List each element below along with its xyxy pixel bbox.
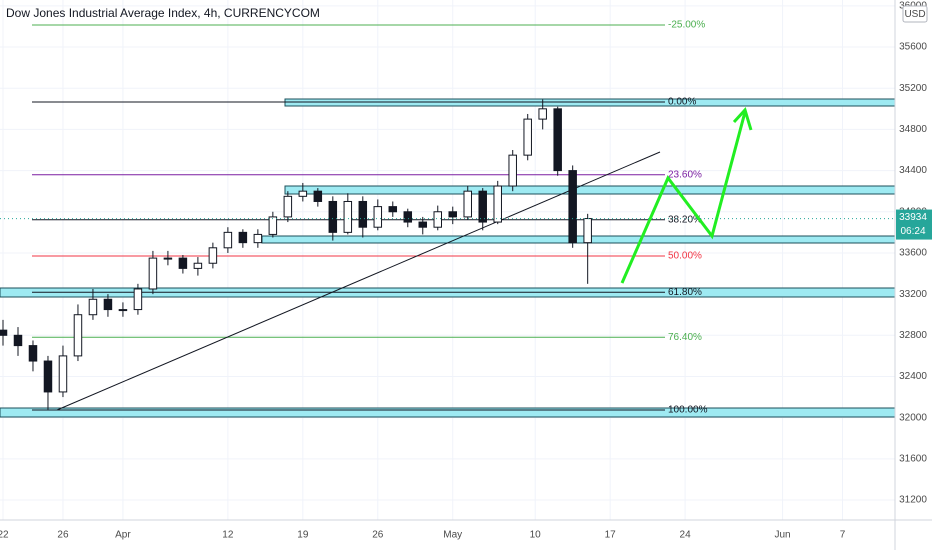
timer-label: 06:24	[900, 226, 925, 237]
candle-body	[328, 200, 338, 233]
candle-body	[313, 190, 323, 202]
candle-body	[373, 206, 383, 228]
candle-body	[103, 298, 113, 311]
x-tick-label: 24	[680, 530, 692, 541]
candle-body	[208, 247, 218, 264]
currency: USD	[904, 9, 925, 20]
y-tick-label: 31200	[899, 495, 927, 506]
candle-body	[223, 231, 233, 249]
chart-title: Dow Jones Industrial Average Index, 4h, …	[6, 6, 320, 20]
candle-body	[553, 108, 562, 172]
projection-arrow	[620, 111, 747, 284]
zone	[0, 407, 896, 418]
candle-body	[178, 257, 188, 269]
trend-line	[56, 151, 661, 411]
candle-body	[388, 206, 398, 213]
candle-body	[403, 211, 413, 223]
x-tick-label: Apr	[115, 530, 131, 541]
candle-body	[58, 355, 68, 393]
y-tick-label: 35600	[899, 42, 927, 53]
candle-body	[463, 190, 472, 218]
y-tick-label: 33600	[899, 248, 927, 259]
last-price-box	[896, 209, 932, 240]
candle-body	[13, 334, 23, 347]
x-tick-label: May	[443, 530, 462, 541]
candle-body	[343, 200, 353, 233]
y-tick-label: 33200	[899, 289, 927, 300]
x-tick-label: 17	[605, 530, 617, 541]
y-tick-label: 31600	[899, 453, 927, 464]
candles	[0, 99, 592, 410]
fib-label: 50.00%	[668, 251, 702, 262]
candle-body	[73, 314, 83, 357]
candle-body	[583, 218, 592, 244]
candle-body	[283, 195, 293, 218]
candle-body	[478, 190, 487, 223]
y-tick-label: 35200	[899, 83, 927, 94]
fib-label: -25.00%	[668, 20, 705, 31]
candle-body	[88, 298, 98, 316]
candle-body	[193, 262, 203, 269]
fib-label: 0.00%	[668, 97, 696, 108]
candle-body	[433, 211, 443, 228]
x-tick-label: 10	[530, 530, 542, 541]
x-tick-label: 7	[840, 530, 846, 541]
y-tick-label: 34400	[899, 165, 927, 176]
candle-body	[28, 345, 38, 362]
candle-body	[508, 154, 517, 187]
candle-body	[238, 231, 248, 244]
fib-label: 23.60%	[668, 169, 702, 180]
x-tick-label: 22	[0, 530, 9, 541]
fib-label: 38.20%	[668, 214, 702, 225]
x-tick-label: 26	[57, 530, 69, 541]
last-price-label: 33934	[899, 212, 927, 223]
candle-body	[448, 211, 457, 218]
currency-box	[902, 5, 928, 23]
fib-label: 76.40%	[668, 332, 702, 343]
candle-body	[133, 288, 143, 311]
candle-body	[253, 233, 263, 244]
candle-body	[268, 216, 278, 235]
fib-label: 100.00%	[668, 405, 708, 416]
arrow-head	[732, 107, 753, 131]
x-tick-label: 12	[222, 530, 234, 541]
x-tick-label: 26	[372, 530, 384, 541]
zone	[261, 235, 896, 244]
y-tick-label: 32000	[899, 412, 927, 423]
candle-body	[523, 118, 532, 156]
candle-body	[148, 257, 158, 290]
x-tick-label: Jun	[775, 530, 791, 541]
y-tick-label: 32400	[899, 371, 927, 382]
x-tick-label: 19	[297, 530, 309, 541]
candle-body	[568, 170, 577, 244]
fib-label: 61.80%	[668, 287, 702, 298]
candle-body	[0, 329, 8, 336]
candle-body	[493, 185, 502, 223]
candle-body	[43, 360, 53, 393]
y-tick-label: 34800	[899, 124, 927, 135]
y-tick-label: 32800	[899, 330, 927, 341]
candle-body	[163, 257, 173, 260]
candle-body	[418, 221, 428, 228]
candle-body	[358, 200, 368, 228]
candle-body	[538, 108, 547, 120]
zone	[284, 185, 896, 195]
candle-body	[118, 309, 128, 312]
candle-body	[298, 190, 308, 197]
